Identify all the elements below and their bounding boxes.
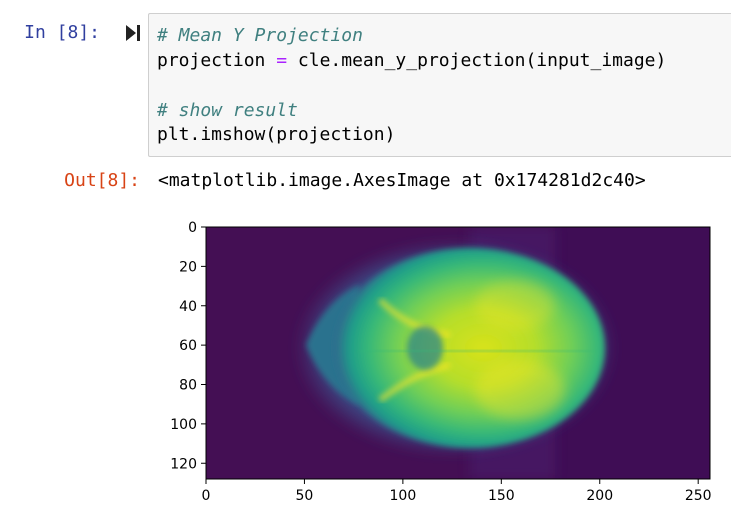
skull-ridge-lower <box>378 362 451 403</box>
code-cell-editor[interactable]: # Mean Y Projection projection = cle.mea… <box>148 13 731 157</box>
x-tick-label: 250 <box>685 488 712 504</box>
input-prompt: In [8]: <box>24 22 100 43</box>
y-tick-label: 120 <box>170 456 197 472</box>
skull-bright-upper <box>475 280 555 330</box>
y-tick-label: 40 <box>179 299 197 315</box>
x-tick-label: 100 <box>390 488 417 504</box>
code-line-imshow: plt.imshow(projection) <box>157 124 396 145</box>
code-comment-mean-y: # Mean Y Projection <box>157 25 363 46</box>
y-tick-label: 80 <box>179 378 197 394</box>
y-tick-label: 20 <box>179 259 197 275</box>
output-prompt: Out[8]: <box>64 170 140 191</box>
skull-dark-region <box>407 326 443 370</box>
y-tick-label: 60 <box>179 338 197 354</box>
axes-frame <box>205 226 711 480</box>
code-call: cle.mean_y_projection(input_image) <box>287 50 667 71</box>
x-tick-label: 0 <box>202 488 211 504</box>
skull-midline <box>359 348 591 354</box>
code-operator: = <box>276 50 288 71</box>
x-tick-label: 50 <box>296 488 314 504</box>
output-text: <matplotlib.image.AxesImage at 0x174281d… <box>158 170 646 191</box>
skull-body <box>335 248 605 448</box>
skull-bright-lower <box>475 360 565 420</box>
y-tick-label: 100 <box>170 417 197 433</box>
code-line-projection: projection = cle.mean_y_projection(input… <box>157 49 666 73</box>
code-var: projection <box>157 50 277 71</box>
axis-ticks: 0 50 100 150 200 250 0 20 40 60 80 100 120 <box>170 220 711 504</box>
run-cell-icon[interactable] <box>124 23 142 43</box>
x-tick-label: 200 <box>586 488 613 504</box>
y-tick-label: 0 <box>188 220 197 236</box>
skull-ridge-upper <box>377 297 451 338</box>
code-comment-show: # show result <box>157 100 298 121</box>
x-tick-label: 150 <box>488 488 515 504</box>
